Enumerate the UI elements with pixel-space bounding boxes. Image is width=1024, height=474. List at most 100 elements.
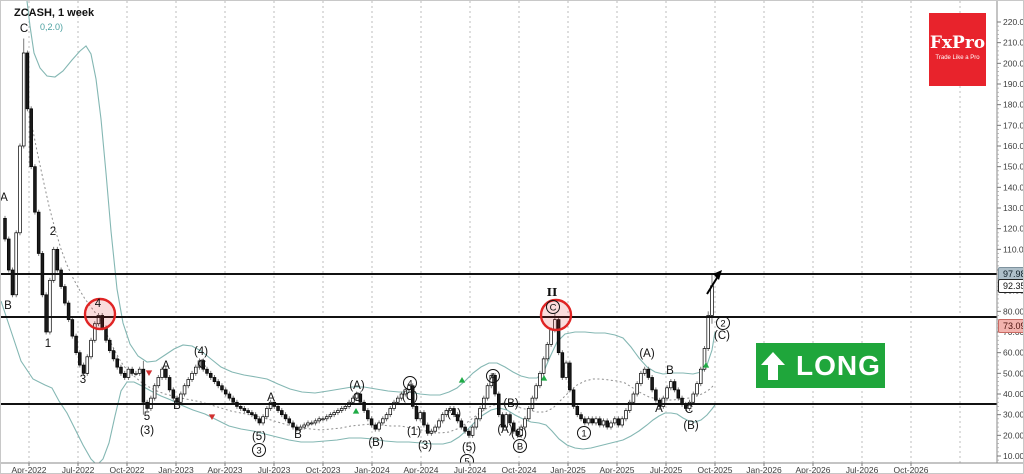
candle-body <box>366 410 370 420</box>
candle-body <box>287 418 292 424</box>
candle-body <box>639 372 643 385</box>
wave-label: (B) <box>503 398 519 410</box>
candle-body <box>590 418 595 424</box>
time-axis[interactable]: Apr-2022 Jul-2022 Oct-2022 Jan-2023 Apr-2023… <box>1 462 1024 474</box>
candle-body <box>627 401 632 411</box>
candle-body <box>612 418 617 424</box>
candle-body <box>594 418 598 424</box>
candle-body <box>351 397 355 403</box>
time-tick-label: Apr-2025 <box>600 465 635 474</box>
price-tick-label: 40.00 <box>1003 389 1024 399</box>
candle-body <box>616 418 621 426</box>
candle-body <box>3 217 7 240</box>
time-tick-label: Jan-2026 <box>746 465 782 474</box>
candle-body <box>568 362 572 391</box>
candlestick-series <box>3 38 714 438</box>
sell-marker-icon <box>145 370 153 376</box>
wave-labels: ACB21345(3)AB(4)C(5)3AB(A)C(B)4(C)(1)(3)… <box>1 23 730 463</box>
candle-body <box>444 410 449 416</box>
candle-body <box>605 420 609 428</box>
candle-body <box>706 315 710 349</box>
time-tick-label: Apr-2024 <box>404 465 439 474</box>
candle-body <box>433 426 437 432</box>
candle-body <box>691 393 696 403</box>
candle-body <box>699 368 703 385</box>
candle-body <box>519 426 523 436</box>
candle-body <box>388 408 393 416</box>
wave-label: (3) <box>140 425 154 437</box>
candle-body <box>448 408 452 411</box>
fxpro-logo-subtitle: Trade Like a Pro <box>935 55 980 61</box>
candle-body <box>418 412 422 420</box>
candle-body <box>14 232 18 296</box>
candle-body <box>642 368 647 374</box>
candle-body <box>676 389 681 399</box>
candle-body <box>317 418 321 422</box>
candle-body <box>306 422 310 426</box>
wave-label-circle <box>486 369 500 383</box>
wave-label-circle <box>403 376 417 390</box>
candle-body <box>343 406 348 409</box>
candle-body <box>167 377 172 391</box>
buy-marker-icon <box>540 375 548 381</box>
candle-body <box>276 406 280 411</box>
candle-body <box>377 422 381 430</box>
candle-body <box>336 410 340 413</box>
price-axis[interactable]: 220.00 210.00 200.00 190.00 180.00 170.00 160.… <box>996 1 1024 474</box>
candle-body <box>280 410 284 416</box>
price-badge-current: 92.35 <box>998 279 1023 293</box>
candle-body <box>669 381 673 389</box>
time-tick-label: Oct-2023 <box>306 465 341 474</box>
candle-body <box>396 397 400 403</box>
candle-body <box>134 372 138 375</box>
candle-body <box>302 424 306 428</box>
wave-label: B <box>666 365 674 377</box>
price-tick-label: 150.00 <box>1003 162 1024 172</box>
wave-label: (A) <box>497 424 513 436</box>
candle-body <box>246 410 250 413</box>
price-tick-label: 80.00 <box>1003 306 1024 316</box>
candle-body <box>70 319 75 337</box>
candle-body <box>339 408 344 411</box>
candle-body <box>467 430 471 436</box>
candle-body <box>545 344 550 360</box>
candle-body <box>205 368 209 374</box>
candle-body <box>650 377 654 391</box>
wave-label: II <box>547 285 558 299</box>
candle-body <box>107 339 112 351</box>
wave-label: (5) <box>252 431 266 443</box>
buy-marker-icon <box>352 408 360 414</box>
candle-body <box>695 383 699 395</box>
candle-body <box>137 368 142 374</box>
time-tick-label: Jul-2026 <box>846 465 879 474</box>
candle-body <box>253 414 258 420</box>
time-tick-label: Oct-2024 <box>502 465 537 474</box>
candle-body <box>152 385 157 399</box>
grid-lines <box>28 1 961 463</box>
candle-body <box>381 418 385 424</box>
wave-label: (B) <box>683 420 699 432</box>
candle-body <box>575 406 580 416</box>
candle-body <box>268 401 273 409</box>
long-signal-label: LONG <box>796 349 881 381</box>
wave-label: (C) <box>402 391 418 403</box>
candle-body <box>429 430 434 434</box>
wave-label: A <box>162 360 170 372</box>
price-tick-label: 120.00 <box>1003 224 1024 234</box>
candle-body <box>358 393 363 403</box>
candle-body <box>33 166 37 213</box>
candle-body <box>59 269 63 287</box>
candle-body <box>160 368 164 378</box>
candle-body <box>508 414 512 424</box>
highlight-circle <box>539 298 573 332</box>
candle-body <box>78 352 82 366</box>
candle-body <box>710 285 714 316</box>
candle-body <box>201 360 206 370</box>
candle-body <box>586 418 591 424</box>
wave-label: 4 <box>407 378 412 389</box>
wave-label: A <box>655 403 663 415</box>
bollinger-bands <box>1 1 716 463</box>
candle-body <box>223 389 228 395</box>
candle-body <box>324 416 329 420</box>
